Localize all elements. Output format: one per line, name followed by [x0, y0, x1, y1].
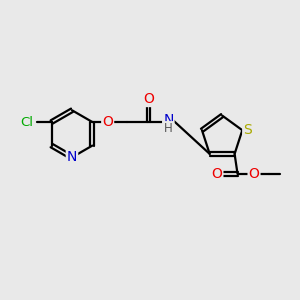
- Text: O: O: [212, 167, 222, 181]
- Text: N: N: [67, 150, 77, 164]
- Text: S: S: [243, 123, 252, 137]
- Text: H: H: [164, 122, 173, 135]
- Text: O: O: [102, 115, 113, 129]
- Text: O: O: [143, 92, 154, 106]
- Text: Cl: Cl: [20, 116, 33, 128]
- Text: N: N: [163, 113, 173, 127]
- Text: O: O: [249, 167, 260, 181]
